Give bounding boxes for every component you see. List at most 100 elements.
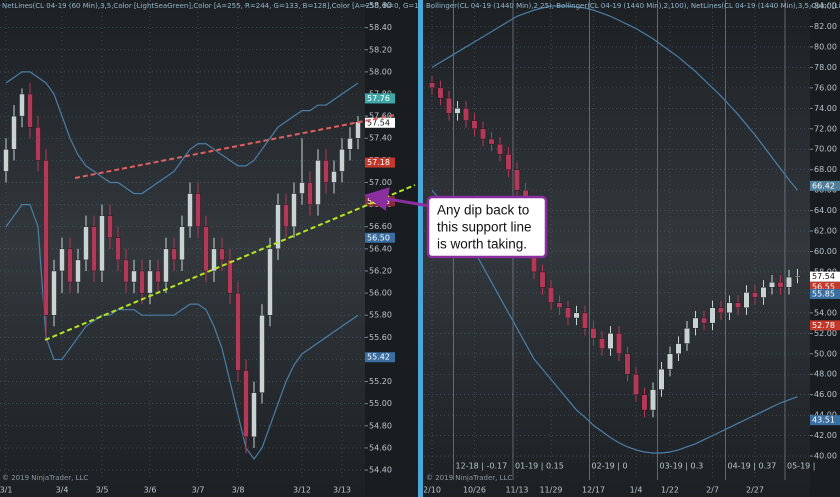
candle-body <box>203 226 209 272</box>
candle-body <box>243 370 249 438</box>
copyright: © 2019 NinjaTrader, LLC <box>2 474 88 482</box>
price-marker <box>365 232 395 243</box>
y-tick-label: 55.00 <box>369 399 392 408</box>
annotation-text: is worth taking. <box>437 237 527 252</box>
candle-body <box>437 87 444 99</box>
y-tick-label: 56.60 <box>369 222 392 231</box>
candle-body <box>454 108 461 114</box>
candle-body <box>211 248 217 272</box>
candle-body <box>187 193 193 227</box>
price-marker-label: 66.42 <box>812 181 835 190</box>
x-tick-label: 3/7 <box>192 486 205 495</box>
candle-body <box>299 182 305 194</box>
candle-body <box>3 149 9 172</box>
candle-body <box>59 248 65 272</box>
y-tick-label: 54.80 <box>369 421 392 430</box>
resistance-line <box>74 114 396 179</box>
right-axis-area <box>810 0 840 497</box>
right-panel: 40.00 42.00 44.00 46.00 48.00 50.00 52.00 54.00… <box>424 0 840 495</box>
candle-body <box>463 108 469 121</box>
price-marker <box>810 271 840 282</box>
candle-body <box>283 204 289 227</box>
y-tick-label: 84.00 <box>814 2 837 11</box>
price-marker <box>810 320 840 331</box>
price-marker <box>365 117 395 128</box>
support-line <box>44 184 416 341</box>
candle-body <box>684 328 690 344</box>
price-marker <box>810 281 840 292</box>
annotation-text: this support line <box>437 220 532 235</box>
candle-body <box>471 120 478 129</box>
candle-body <box>219 248 225 261</box>
price-marker-label: 55.42 <box>367 353 390 362</box>
candle-body <box>480 128 486 140</box>
candle-body <box>667 353 673 370</box>
candle-body <box>251 392 257 438</box>
candle-body <box>497 143 503 155</box>
y-tick-label: 56.40 <box>369 244 392 253</box>
price-marker <box>810 288 840 299</box>
band-line <box>5 204 359 461</box>
price-marker-label: 52.78 <box>812 321 835 330</box>
candle-body <box>565 307 571 319</box>
price-marker-label: 43.51 <box>812 416 835 425</box>
price-marker <box>365 352 395 363</box>
candle-body <box>227 259 233 294</box>
contract-label: 01-19 | 0.15 <box>515 462 564 471</box>
y-tick-label: 62.00 <box>814 227 837 236</box>
chart-title: NetLines(CL 04-19 (60 Min),3,5,Color [Li… <box>2 2 449 10</box>
candle-body <box>582 312 588 329</box>
y-tick-label: 76.00 <box>814 83 837 92</box>
y-tick-label: 57.40 <box>369 134 392 143</box>
price-marker <box>810 180 840 191</box>
y-tick-label: 82.00 <box>814 22 837 31</box>
y-tick-label: 68.00 <box>814 165 837 174</box>
y-tick-label: 57.00 <box>369 178 392 187</box>
candle-body <box>488 138 495 145</box>
candle-body <box>701 317 707 324</box>
candle-body <box>315 160 321 205</box>
y-tick-label: 58.00 <box>369 67 392 76</box>
y-tick-label: 55.80 <box>369 311 392 320</box>
candle-body <box>11 115 17 150</box>
x-tick-label: 1/22 <box>661 486 679 495</box>
price-marker-label: 56.55 <box>812 282 835 291</box>
annotation-arrow <box>364 187 431 211</box>
y-tick-label: 54.40 <box>369 466 392 475</box>
candle-body <box>83 226 89 261</box>
candle-body <box>171 248 177 261</box>
candle-body <box>235 292 241 371</box>
x-tick-label: 12/17 <box>582 486 605 495</box>
candle-body <box>51 270 57 316</box>
candle-body <box>429 82 435 89</box>
price-marker <box>365 93 395 104</box>
candle-body <box>743 292 750 308</box>
candle-body <box>331 171 337 183</box>
x-tick-label: 1/4 <box>630 486 643 495</box>
candle-body <box>607 333 614 349</box>
y-tick-label: 74.00 <box>814 104 837 113</box>
band-line <box>5 71 359 195</box>
candle-body <box>91 226 97 272</box>
candle-body <box>548 287 554 303</box>
candle-body <box>43 160 49 316</box>
candle-body <box>599 338 605 349</box>
candle-body <box>650 389 656 411</box>
candle-body <box>323 160 329 183</box>
x-tick-label: 3/13 <box>333 486 351 495</box>
annotation-box <box>426 195 548 259</box>
candle-body <box>267 248 273 316</box>
y-tick-label: 52.00 <box>814 329 837 338</box>
y-tick-label: 72.00 <box>814 124 837 133</box>
price-marker-label: 57.54 <box>367 118 390 127</box>
x-tick-label: 2/7 <box>706 486 719 495</box>
price-marker <box>365 157 395 168</box>
candle-body <box>641 394 648 411</box>
candle-body <box>760 287 767 298</box>
candle-body <box>339 149 345 172</box>
y-tick-label: 80.00 <box>814 42 837 51</box>
candle-body <box>777 281 784 288</box>
candle-body <box>27 93 33 128</box>
x-tick-label: 11/29 <box>539 486 562 495</box>
annotation-text: Any dip back to <box>437 203 529 218</box>
